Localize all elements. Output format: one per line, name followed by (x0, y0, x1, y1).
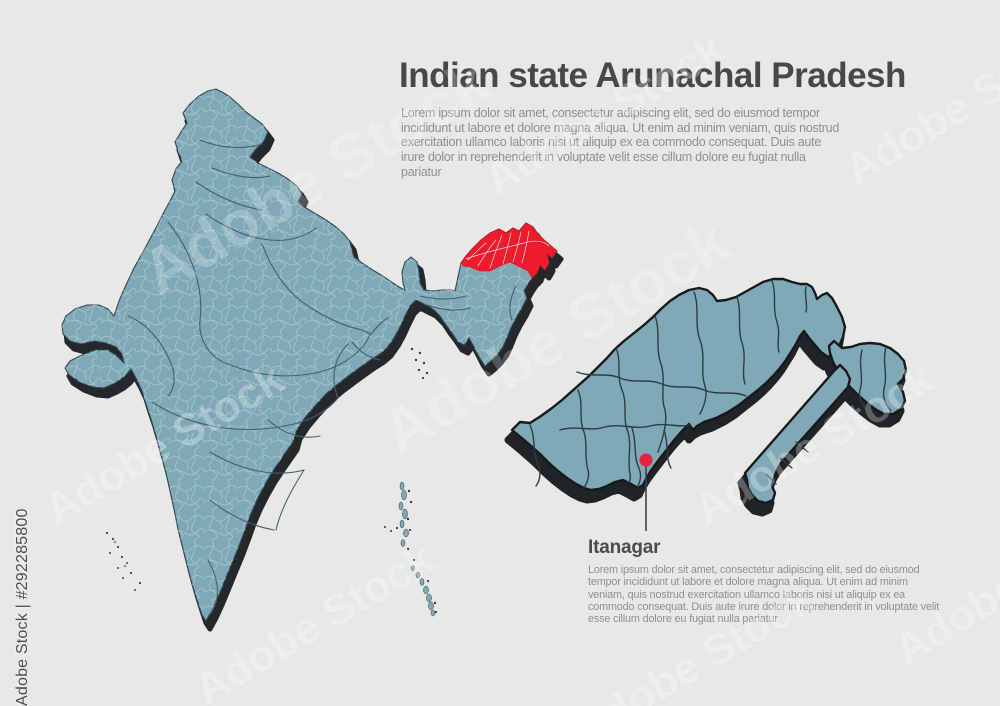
lakshadweep-islands (105, 531, 142, 591)
page-title: Indian state Arunachal Pradesh (399, 56, 906, 95)
highlighted-state-arunachal[interactable] (460, 222, 558, 279)
state-map-body[interactable] (510, 277, 908, 505)
state-southeast-region[interactable] (743, 363, 852, 505)
india-district-texture (62, 89, 557, 621)
capital-pin-dot[interactable] (639, 453, 653, 467)
india-map (61, 88, 564, 632)
stock-id-watermark: Adobe Stock | #292285800 (14, 508, 31, 706)
highlighted-state-shape[interactable] (460, 222, 558, 279)
capital-name-label: Itanagar (588, 537, 661, 558)
state-district-borders (529, 280, 892, 489)
delta-islands (410, 347, 429, 380)
capital-pin[interactable] (639, 453, 653, 532)
state-map-arunachal (504, 277, 908, 532)
india-state-borders (127, 139, 517, 615)
state-main-region[interactable] (510, 277, 847, 492)
andaman-islands (384, 481, 438, 617)
capital-description: Lorem ipsum dolor sit amet, consectetur … (588, 564, 940, 626)
highlighted-state-district-lines (465, 230, 550, 269)
state-description: Lorem ipsum dolor sit amet, consectetur … (401, 106, 840, 179)
